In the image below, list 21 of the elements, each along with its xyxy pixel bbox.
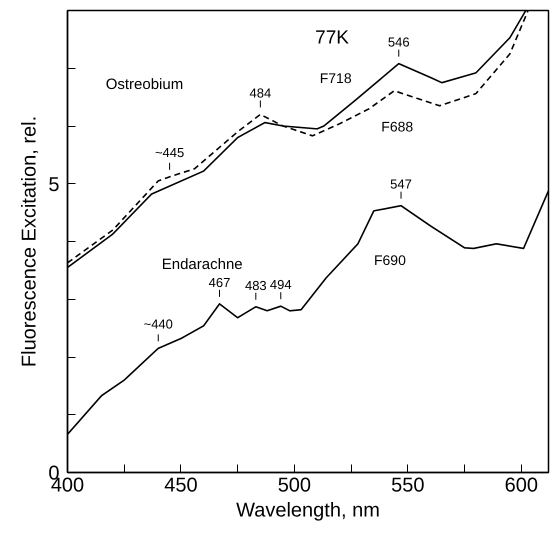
annotation: 494 <box>270 277 292 292</box>
series-label: F718 <box>320 70 352 86</box>
annotation: 77K <box>315 28 350 49</box>
annotation: Ostreobium <box>106 76 184 93</box>
annotation: 483 <box>244 278 267 293</box>
annotation: ~445 <box>154 144 184 160</box>
x-tick-label: 450 <box>164 474 198 496</box>
annotation: 546 <box>388 34 410 50</box>
x-tick-label: 600 <box>504 474 538 496</box>
x-tick-label: 550 <box>391 474 425 496</box>
annotation: 547 <box>390 176 412 192</box>
x-tick-label: 500 <box>278 474 312 496</box>
series-label: F688 <box>381 118 414 135</box>
x-axis-title: Wavelength, nm <box>236 500 380 522</box>
annotation: 484 <box>250 85 272 100</box>
y-axis-title: Fluorescence Excitation, rel. <box>18 116 40 368</box>
series-label: F690 <box>374 252 406 268</box>
annotation: Endarachne <box>162 256 243 274</box>
annotation: ~440 <box>144 316 173 332</box>
y-tick-label: 5 <box>48 174 60 196</box>
annotation: 467 <box>208 274 230 290</box>
